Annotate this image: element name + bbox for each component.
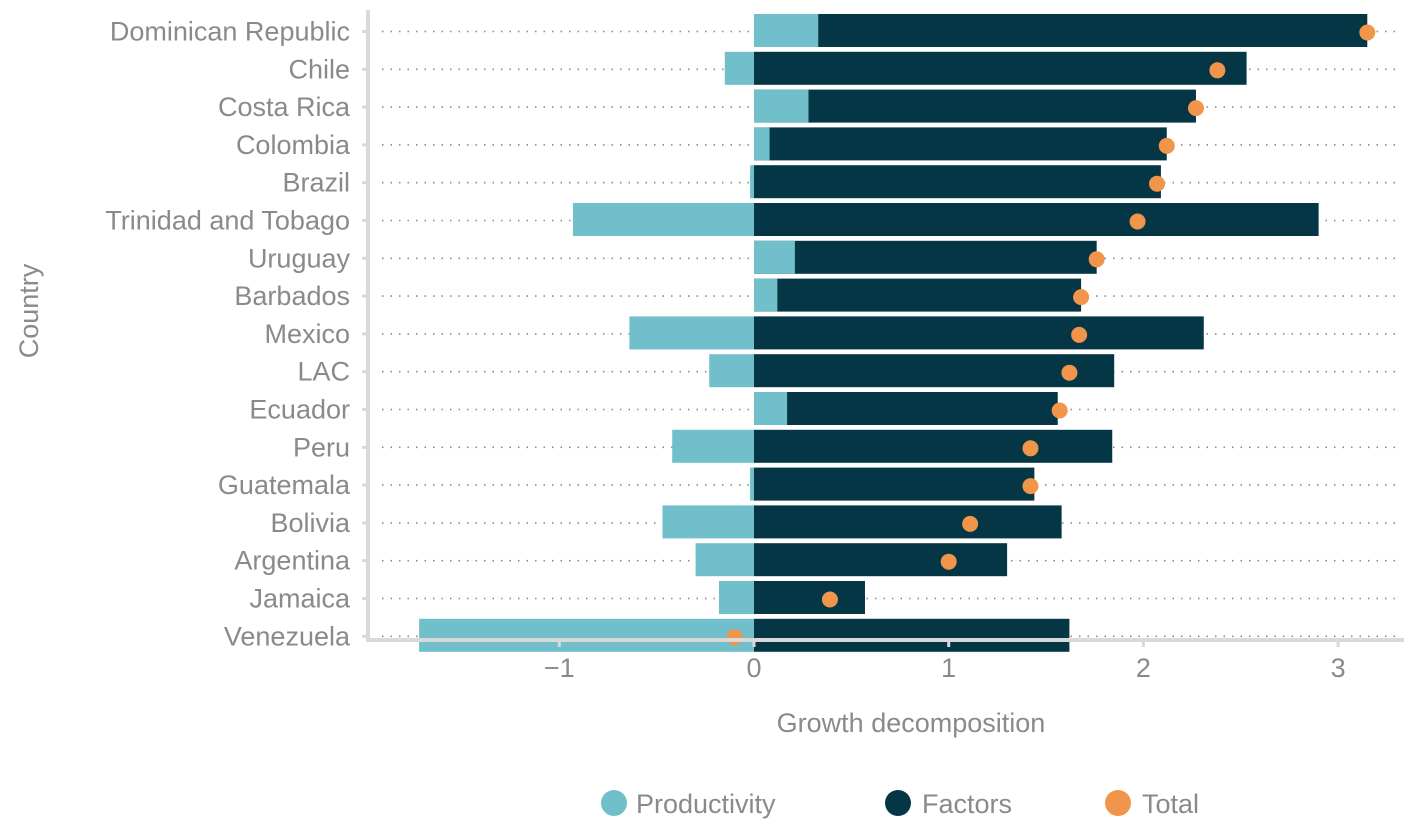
y-tick-label: Colombia: [236, 130, 351, 160]
factors-bar: [754, 89, 1196, 123]
axes-layer: Dominican Republic Chile Costa Rica Colombi…: [105, 10, 1404, 683]
factors-bar: [754, 203, 1319, 236]
y-tick-label: LAC: [297, 357, 350, 387]
productivity-bar: [662, 505, 754, 539]
factors-bar: [754, 316, 1204, 350]
productivity-bar: [419, 618, 754, 652]
total-dot: [1129, 213, 1146, 230]
productivity-bar: [754, 89, 809, 123]
productivity-bar: [754, 278, 778, 312]
y-tick-label: Chile: [288, 54, 350, 84]
legend-label: Factors: [922, 789, 1012, 819]
y-tick-label: Guatemala: [218, 470, 351, 500]
total-dot: [1073, 289, 1090, 306]
y-tick-label: Argentina: [234, 546, 351, 576]
productivity-bar: [724, 51, 754, 85]
y-tick-label: Venezuela: [224, 621, 351, 651]
productivity-bar: [750, 467, 754, 501]
legend-marker: [885, 790, 911, 816]
total-dot: [1051, 402, 1068, 419]
factors-bar: [754, 505, 1062, 539]
productivity-bar: [754, 127, 770, 161]
factors-bar: [754, 581, 865, 614]
y-tick-label: Brazil: [282, 168, 350, 198]
y-tick-label: Ecuador: [249, 395, 350, 425]
factors-bar: [754, 165, 1161, 199]
y-axis-title: Country: [14, 263, 44, 358]
total-dot: [1061, 364, 1078, 381]
y-tick-label: Jamaica: [249, 584, 351, 614]
y-tick-label: Uruguay: [248, 243, 351, 273]
factors-bar: [754, 278, 1082, 312]
factors-bar: [754, 392, 1058, 425]
factors-bar: [754, 127, 1167, 161]
y-tick-label: Dominican Republic: [110, 17, 350, 47]
productivity-bar: [750, 165, 754, 199]
productivity-bar: [754, 392, 788, 425]
total-dot: [1149, 175, 1166, 192]
productivity-bar: [672, 429, 754, 463]
factors-bar: [754, 354, 1115, 388]
total-dot: [1071, 326, 1088, 343]
y-tick-label: Trinidad and Tobago: [105, 206, 350, 236]
x-tick-label: 0: [746, 653, 761, 683]
total-dot: [1158, 137, 1175, 154]
y-tick-label: Costa Rica: [218, 92, 351, 122]
total-dot: [962, 515, 979, 532]
legend-label: Total: [1142, 789, 1199, 819]
factors-bar: [754, 51, 1247, 85]
total-dot: [1209, 62, 1226, 79]
legend: Productivity Factors Total: [601, 789, 1199, 819]
y-tick-label: Peru: [293, 432, 350, 462]
legend-label: Productivity: [636, 789, 776, 819]
productivity-bar: [754, 240, 795, 274]
productivity-bar: [572, 203, 754, 236]
x-tick-label: 3: [1331, 653, 1346, 683]
total-dot: [1022, 478, 1039, 495]
productivity-bar: [754, 14, 819, 47]
y-tick-label: Bolivia: [270, 508, 351, 538]
y-tick-label: Mexico: [264, 319, 350, 349]
factors-bar: [754, 618, 1070, 652]
factors-bar: [754, 429, 1113, 463]
total-dot: [1187, 100, 1204, 117]
legend-marker: [1105, 790, 1131, 816]
productivity-bar: [709, 354, 754, 388]
total-dot: [1359, 24, 1376, 41]
productivity-bar: [629, 316, 754, 350]
total-dot: [726, 629, 743, 646]
productivity-bar: [695, 543, 754, 577]
total-dot: [1022, 440, 1039, 457]
y-tick-label: Barbados: [234, 281, 350, 311]
factors-bar: [754, 543, 1008, 577]
x-tick-label: −1: [544, 653, 575, 683]
x-tick-label: 2: [1136, 653, 1151, 683]
factors-bar: [754, 467, 1035, 501]
total-dot: [940, 553, 957, 570]
legend-marker: [601, 790, 627, 816]
total-dot: [1088, 251, 1105, 268]
factors-bar: [754, 240, 1097, 274]
productivity-bar: [718, 581, 754, 614]
total-dots-layer: [726, 24, 1376, 646]
x-tick-label: 1: [941, 653, 956, 683]
bars-layer: [419, 14, 1368, 652]
x-axis-title: Growth decomposition: [777, 708, 1046, 738]
total-dot: [821, 591, 838, 608]
factors-bar: [754, 14, 1368, 47]
